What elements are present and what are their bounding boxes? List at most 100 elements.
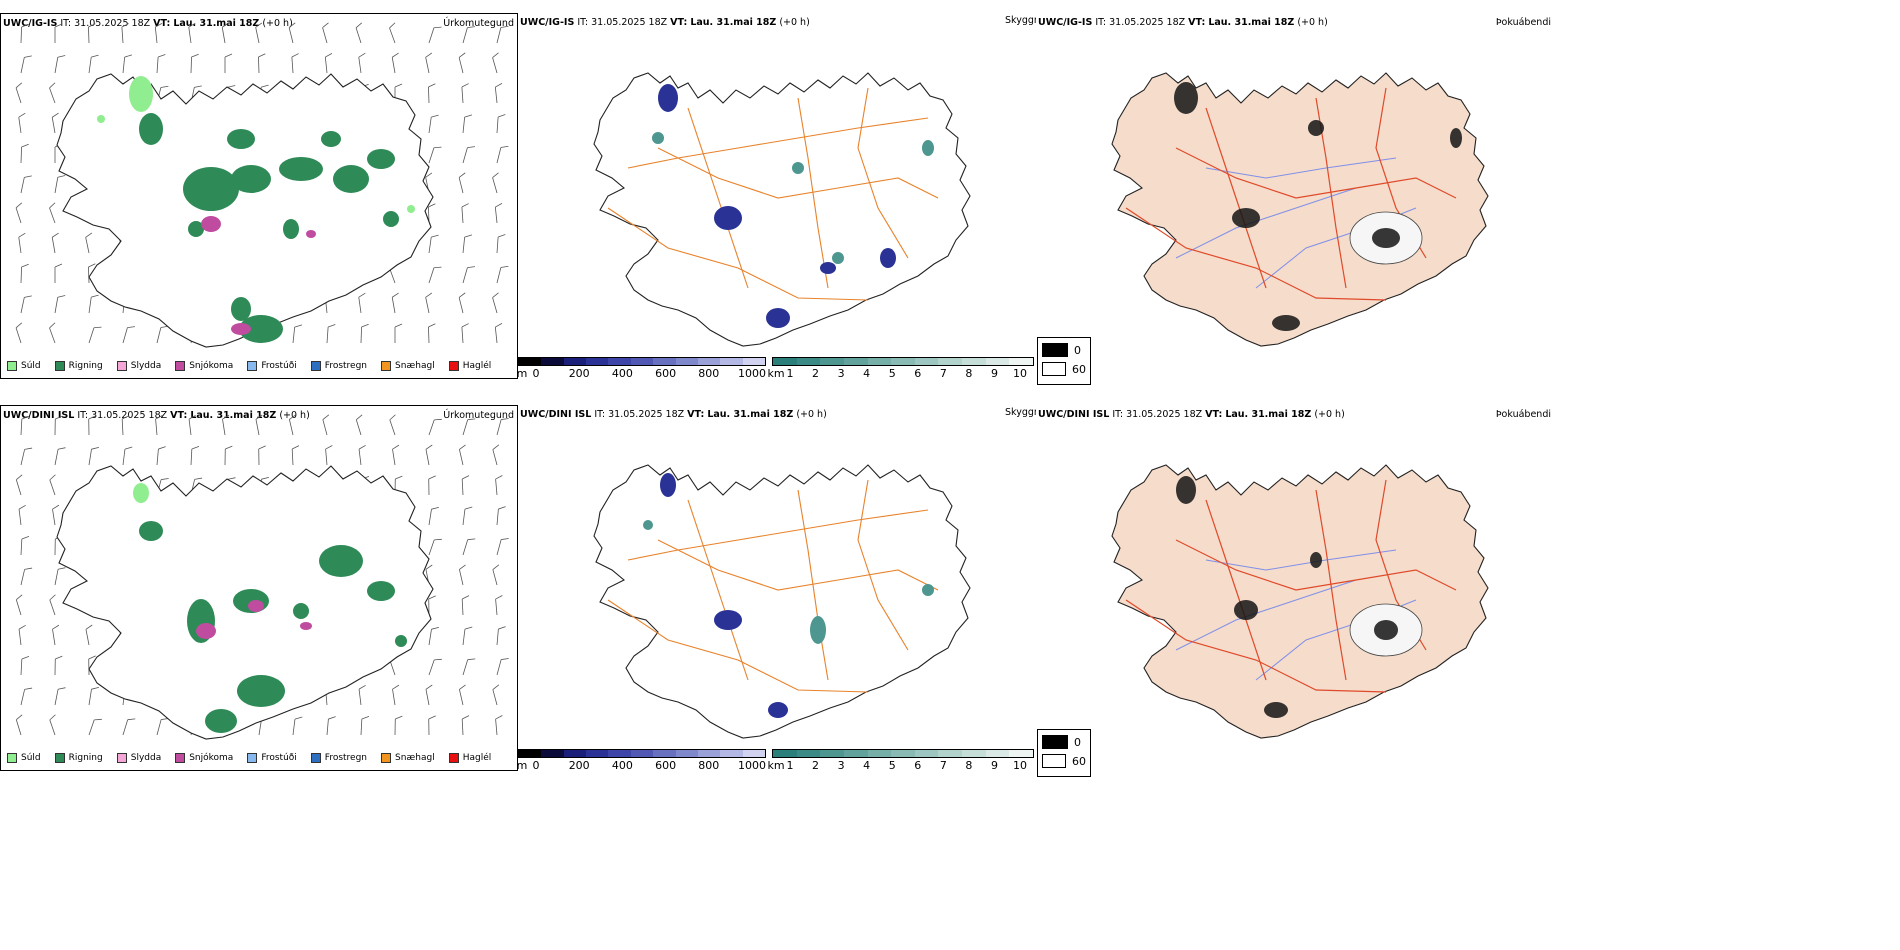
colorbar-unit: km — [767, 759, 785, 772]
wind-barb — [54, 687, 66, 706]
wind-barb — [360, 323, 369, 344]
road-line — [687, 107, 749, 289]
colorbar-tick-label: 400 — [611, 759, 633, 772]
wind-barb — [289, 414, 296, 436]
fog-legend-item: 60 — [1042, 754, 1086, 768]
precip-legend-item: Frostúði — [247, 361, 297, 371]
wind-barb — [425, 52, 433, 74]
rain-area — [237, 675, 285, 707]
legend-swatch — [116, 753, 127, 763]
colorbar-bin — [773, 358, 797, 365]
wind-barb — [462, 626, 473, 646]
wind-barb — [459, 444, 466, 466]
panel-header: UWC/DINI ISL IT: 31.05.2025 18Z VT: Lau.… — [1038, 409, 1345, 420]
wind-barb — [358, 292, 366, 314]
snow-area — [196, 623, 216, 639]
wind-barb — [222, 414, 230, 436]
wind-barb — [54, 55, 66, 74]
colorbar-bin — [796, 750, 821, 757]
colorbar-ticks: km 1 2 3 4 5 6 7 8 9 10 — [767, 759, 1034, 773]
precip-legend-item: Súld — [7, 361, 41, 371]
precip-legend-item: Snjókoma — [175, 361, 233, 371]
colorbar-tick-label: 2 — [812, 367, 820, 380]
wind-barb — [355, 22, 363, 44]
wind-barb — [258, 53, 266, 74]
wind-barb — [20, 175, 32, 194]
legend-label: 60 — [1072, 754, 1086, 768]
colorbar-tick-label: 6 — [914, 759, 922, 772]
wind-barb — [494, 203, 503, 224]
legend-swatch — [7, 361, 17, 371]
wind-barb — [20, 55, 32, 74]
fog-legend-item: 60 — [1042, 362, 1086, 376]
fog-index-area — [1374, 620, 1398, 640]
wind-barb — [322, 22, 329, 44]
rain-area — [231, 165, 271, 193]
legend-swatch — [247, 361, 258, 371]
wind-barb — [462, 266, 476, 284]
legend-swatch — [1042, 362, 1066, 376]
legend-label: Rigning — [68, 753, 103, 763]
wind-barb — [121, 415, 130, 436]
road-line — [687, 499, 749, 681]
colorbar-bin — [742, 750, 765, 757]
wind-barb — [156, 325, 169, 344]
fog-index-area — [1234, 600, 1258, 620]
wind-barb — [355, 414, 363, 436]
reduced-visibility-area — [922, 140, 934, 156]
wind-barb — [425, 292, 433, 314]
colorbar-bin — [608, 358, 631, 365]
colorbar-bin — [820, 750, 844, 757]
wind-barb — [49, 594, 56, 616]
colorbar-tick-label: 10 — [1013, 759, 1027, 772]
wind-barb — [288, 22, 296, 44]
wind-barb — [494, 323, 503, 344]
wind-barb — [122, 446, 133, 466]
road-line — [1205, 107, 1267, 289]
colorbar-bin — [962, 358, 986, 365]
wind-barb — [428, 114, 439, 134]
rain-area — [367, 581, 395, 601]
legend-label: Snjókoma — [189, 753, 234, 763]
legend-swatch — [116, 361, 127, 371]
wind-barb — [292, 324, 303, 344]
wind-barb — [496, 114, 506, 134]
legend-swatch — [448, 753, 459, 763]
colorbar-tick-label: 3 — [837, 367, 845, 380]
wind-barb — [88, 446, 99, 466]
wind-barb — [492, 684, 500, 706]
fog-map-top — [1111, 72, 1489, 347]
wind-barb — [156, 446, 166, 466]
colorbar-tick-label: 10 — [1013, 367, 1027, 380]
rain-area — [293, 603, 309, 619]
colorbar-tick-label: 800 — [698, 367, 720, 380]
panel-header: UWC/DINI ISL IT: 31.05.2025 18Z VT: Lau.… — [520, 409, 827, 420]
low-visibility-area — [820, 262, 836, 274]
precip-type-panel-top: UWC/IG-IS IT: 31.05.2025 18Z VT: Lau. 31… — [0, 13, 518, 379]
legend-label: Slydda — [130, 361, 162, 371]
rain-area — [395, 635, 407, 647]
wind-barb — [462, 114, 473, 134]
wind-barb — [496, 506, 506, 526]
colorbar-bin — [1009, 750, 1034, 757]
legend-label: Frostregn — [324, 361, 368, 371]
colorbar-strip — [518, 357, 766, 366]
road-line — [1205, 499, 1267, 681]
colorbar-unit: km — [767, 367, 785, 380]
colorbar-bin — [653, 750, 676, 757]
colorbar-tick-label: 1000 — [738, 759, 766, 772]
legend-swatch — [7, 753, 17, 763]
fog-legend: 0 60 — [1037, 337, 1091, 385]
wind-barb — [51, 112, 59, 134]
visibility-map-top — [593, 72, 971, 347]
panel-title: Þokuábendi — [1495, 17, 1551, 28]
wind-barb — [122, 718, 136, 736]
legend-swatch — [54, 361, 65, 371]
wind-barb — [428, 595, 436, 616]
wind-barb — [425, 684, 433, 706]
wind-barb — [462, 418, 476, 436]
colorbar-bin — [720, 358, 743, 365]
colorbar-tick-label: 1 — [786, 367, 794, 380]
wind-barb — [458, 292, 466, 314]
colorbar-tick-label: 0 — [532, 367, 540, 380]
